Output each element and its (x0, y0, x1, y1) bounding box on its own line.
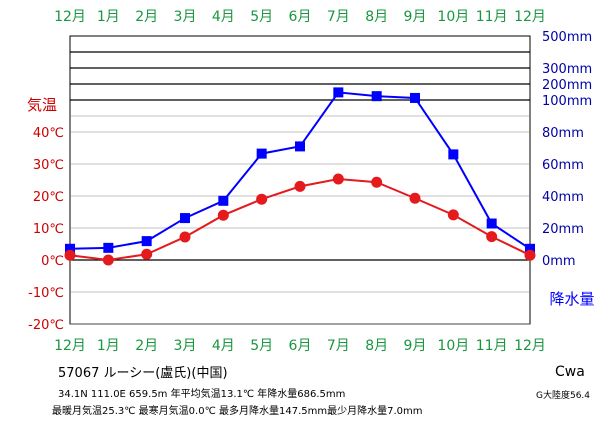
temperature-tick-label: -10℃ (28, 286, 64, 301)
temperature-point (447, 209, 459, 221)
climate-classification: Cwa (555, 364, 585, 380)
month-label-top: 8月 (365, 9, 388, 25)
month-label-top: 7月 (327, 9, 350, 25)
precipitation-tick-label: 20mm (542, 222, 584, 237)
month-label-bottom: 1月 (97, 338, 120, 354)
precipitation-tick-label: 100mm (542, 94, 592, 109)
precipitation-point (180, 213, 190, 224)
precipitation-point (333, 87, 344, 98)
precipitation-point (256, 148, 267, 159)
precipitation-tick-label: 500mm (542, 30, 592, 45)
series-layer (64, 87, 536, 266)
precipitation-tick-label: 80mm (542, 126, 584, 141)
temperature-point (64, 249, 76, 261)
precipitation-point (103, 242, 114, 253)
top-month-labels: 12月 1月 2月 3月 4月 5月 6月 7月 8月 9月 10月 11月 12月 (54, 9, 546, 25)
month-label-bottom: 6月 (289, 338, 312, 354)
month-label-bottom: 11月 (476, 338, 508, 354)
precipitation-tick-label: 0mm (542, 254, 576, 269)
month-label-top: 12月 (54, 9, 86, 25)
temperature-point (179, 231, 191, 243)
temperature-point (102, 254, 114, 266)
temperature-tick-label: 30℃ (33, 158, 64, 173)
temperature-point (217, 209, 229, 221)
precipitation-tick-label: 40mm (542, 190, 584, 205)
precipitation-point (295, 141, 305, 152)
month-label-bottom: 2月 (135, 338, 158, 354)
precipitation-point (371, 91, 382, 102)
precipitation-point (486, 218, 497, 229)
precipitation-point (410, 92, 420, 103)
temperature-point (409, 192, 421, 204)
continentality-index: G大陸度56.4 (536, 391, 591, 401)
temperature-tick-label: 10℃ (33, 222, 64, 237)
temperature-tick-label: 20℃ (33, 190, 64, 205)
temperature-tick-label: 40℃ (33, 126, 64, 141)
precipitation-point (65, 243, 75, 254)
temperature-point (332, 173, 344, 185)
precipitation-point (525, 243, 535, 254)
precipitation-point (218, 195, 229, 206)
month-label-top: 5月 (250, 9, 273, 25)
temperature-tick-label: 0℃ (41, 254, 64, 269)
precipitation-tick-label: 300mm (542, 62, 592, 77)
temperature-point (294, 180, 306, 192)
temperature-point (524, 249, 536, 261)
month-label-bottom: 8月 (365, 338, 388, 354)
month-label-bottom: 9月 (404, 338, 427, 354)
month-label-bottom: 12月 (514, 338, 546, 354)
month-label-top: 11月 (476, 9, 508, 25)
month-label-top: 1月 (97, 9, 120, 25)
temperature-point (141, 248, 153, 260)
temperature-tick-label: -20℃ (28, 318, 64, 333)
plot-border (69, 35, 531, 325)
precipitation-tick-label: 200mm (542, 78, 592, 93)
month-label-top: 9月 (404, 9, 427, 25)
month-label-top: 2月 (135, 9, 158, 25)
month-label-bottom: 12月 (54, 338, 86, 354)
temperature-point (371, 176, 383, 188)
precipitation-axis-title: 降水量 (549, 290, 594, 308)
bottom-month-labels: 12月 1月 2月 3月 4月 5月 6月 7月 8月 9月 10月 11月 12月 (54, 338, 546, 354)
month-label-bottom: 4月 (212, 338, 235, 354)
month-label-top: 10月 (437, 9, 469, 25)
grid-layer (69, 35, 531, 325)
month-label-top: 6月 (289, 9, 312, 25)
month-label-bottom: 7月 (327, 338, 350, 354)
month-label-bottom: 10月 (437, 338, 469, 354)
precipitation-tick-label: 60mm (542, 158, 584, 173)
month-label-top: 3月 (174, 9, 197, 25)
station-stats-line: 34.1N 111.0E 659.5m 年平均気温13.1℃ 年降水量686.5… (58, 389, 346, 400)
temperature-tick-labels: 40℃ 30℃ 20℃ 10℃ 0℃ -10℃ -20℃ (28, 126, 64, 333)
precipitation-point (141, 236, 152, 247)
month-label-bottom: 3月 (174, 338, 197, 354)
month-label-bottom: 5月 (250, 338, 273, 354)
temperature-point (256, 193, 268, 205)
precipitation-point (448, 149, 459, 160)
month-label-top: 4月 (212, 9, 235, 25)
temperature-axis-title: 気温 (27, 96, 57, 114)
station-header: 57067 ルーシー(盧氏)(中国) (58, 366, 228, 381)
temperature-point (486, 231, 498, 243)
station-extremes-line: 最暖月気温25.3℃ 最寒月気温0.0℃ 最多月降水量147.5mm最少月降水量… (52, 406, 423, 417)
month-label-top: 12月 (514, 9, 546, 25)
